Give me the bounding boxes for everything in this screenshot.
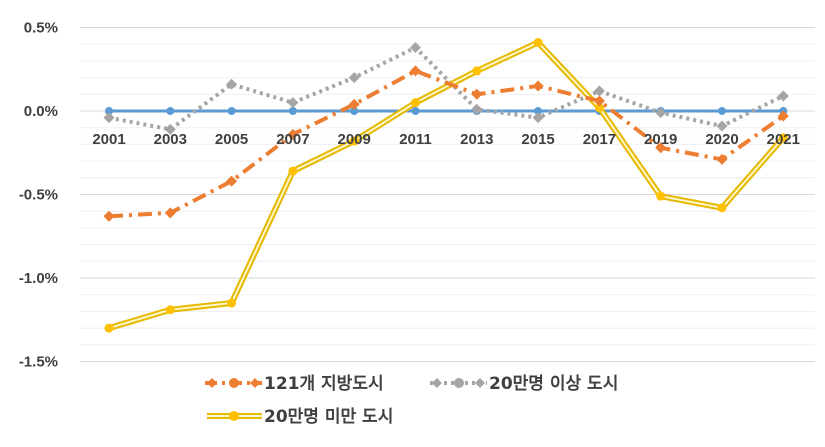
x-tick-label: 2017 (583, 131, 616, 148)
baseline-point (411, 107, 420, 115)
y-tick-label: -0.5% (19, 187, 58, 204)
zero-baseline (105, 107, 788, 115)
legend-item-over-200k: 20만명 이상 도시 (430, 374, 618, 394)
baseline-point (227, 107, 236, 115)
legend: 121개 지방도시 20만명 이상 도시 20만명 미만 도시 (205, 374, 618, 427)
data-point-121-cities (410, 65, 421, 77)
data-point-over-200k (471, 103, 483, 115)
data-point-under-200k (778, 133, 788, 143)
data-point-under-200k (288, 166, 298, 176)
data-point-over-200k (716, 120, 728, 132)
data-point-121-cities (716, 153, 728, 165)
data-point-121-cities (777, 110, 789, 122)
data-point-under-200k (165, 305, 175, 315)
legend-marker-over-200k-b (454, 378, 464, 388)
series-lines (103, 38, 789, 333)
legend-label-under-200k: 20만명 미만 도시 (264, 407, 393, 427)
legend-marker-121-cities (207, 378, 217, 388)
y-tick-label: 0.0% (24, 103, 58, 120)
baseline-point (718, 107, 726, 115)
series-line-under-200k-outer (108, 39, 786, 331)
data-point-under-200k (227, 298, 237, 308)
data-point-over-200k (655, 107, 667, 119)
data-point-121-cities (164, 207, 176, 219)
legend-item-under-200k: 20만명 미만 도시 (207, 407, 393, 427)
data-point-121-cities (655, 142, 667, 154)
legend-marker-121-cities-b (229, 378, 239, 388)
series-line-under-200k-inner (108, 41, 785, 330)
data-point-121-cities (532, 80, 544, 92)
baseline-point (166, 107, 175, 115)
data-point-under-200k (411, 98, 420, 108)
data-point-under-200k (656, 191, 666, 201)
data-point-over-200k (164, 123, 176, 135)
data-point-over-200k (226, 78, 238, 90)
baseline-point (350, 107, 359, 115)
legend-marker-over-200k-c (475, 378, 485, 388)
x-axis-ticks: 2001 2003 2005 2007 2009 2011 2013 2015 2017 2019… (92, 131, 800, 148)
x-tick-label: 2021 (767, 131, 800, 148)
x-tick-label: 2009 (338, 131, 371, 148)
data-point-under-200k (104, 323, 114, 333)
x-tick-label: 2005 (215, 131, 248, 148)
x-tick-label: 2003 (154, 131, 187, 148)
data-point-over-200k (593, 85, 605, 97)
data-point-over-200k (777, 90, 789, 102)
x-tick-label: 2007 (276, 131, 309, 148)
y-tick-label: 0.5% (24, 20, 58, 37)
y-tick-label: -1.5% (19, 354, 58, 371)
legend-marker-over-200k (432, 378, 442, 388)
legend-label-over-200k: 20만명 이상 도시 (489, 374, 618, 394)
data-point-121-cities (287, 128, 299, 140)
legend-marker-121-cities-c (250, 378, 260, 388)
data-point-over-200k (532, 112, 544, 124)
data-point-over-200k (410, 42, 421, 54)
data-point-over-200k (103, 112, 115, 124)
data-point-under-200k (533, 38, 543, 48)
x-tick-label: 2020 (705, 131, 738, 148)
legend-marker-under-200k (229, 411, 239, 421)
baseline-point (288, 107, 297, 115)
x-tick-label: 2001 (92, 131, 125, 148)
x-tick-label: 2015 (521, 131, 554, 148)
series-line-over-200k (108, 45, 785, 132)
data-point-over-200k (287, 97, 299, 109)
data-point-under-200k (472, 66, 482, 76)
data-point-under-200k (349, 136, 359, 146)
legend-item-121-cities: 121개 지방도시 (205, 374, 384, 394)
data-point-121-cities (348, 98, 360, 110)
x-tick-label: 2011 (399, 131, 432, 148)
data-point-121-cities (226, 175, 238, 187)
data-point-121-cities (593, 95, 605, 107)
series-line-121-cities (108, 68, 785, 219)
y-axis-ticks: 0.5% 0.0% -0.5% -1.0% -1.5% (19, 20, 58, 371)
x-tick-label: 2013 (460, 131, 493, 148)
baseline-point (534, 107, 543, 115)
data-point-under-200k (717, 203, 727, 213)
data-point-under-200k (594, 103, 604, 113)
y-tick-label: -1.0% (19, 270, 58, 287)
data-point-121-cities (471, 88, 483, 100)
x-tick-label: 2019 (644, 131, 677, 148)
legend-label-121-cities: 121개 지방도시 (264, 374, 384, 394)
baseline-point (105, 107, 113, 115)
data-point-over-200k (348, 72, 360, 84)
data-point-121-cities (103, 210, 115, 222)
